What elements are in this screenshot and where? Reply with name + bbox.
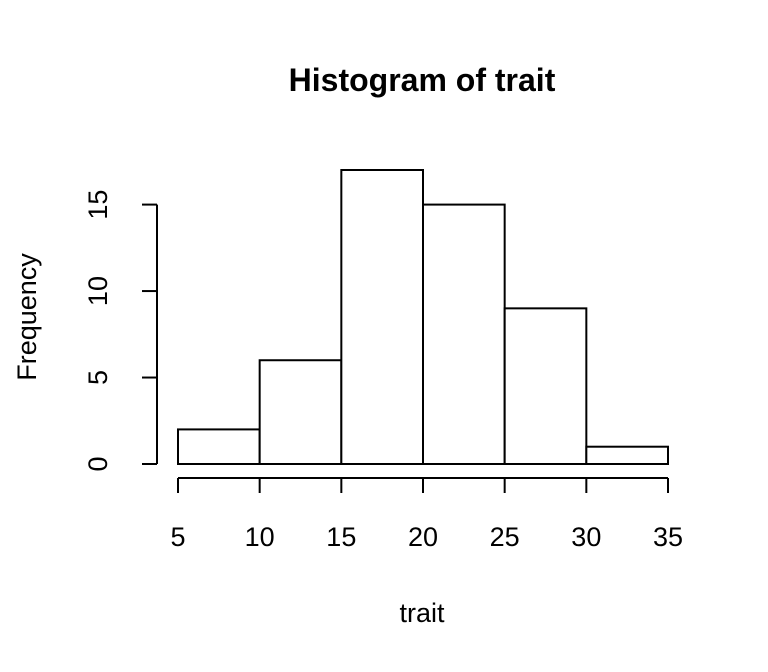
y-tick-label-15: 15: [83, 190, 113, 220]
x-tick-label-25: 25: [490, 522, 520, 552]
x-tick-label-10: 10: [245, 522, 275, 552]
histogram-bar-25-30: [503, 307, 588, 465]
x-axis-label: trait: [399, 598, 445, 628]
y-tick-label-10: 10: [83, 276, 113, 306]
y-tick-label-0: 0: [83, 456, 113, 471]
x-axis: 5 10 15 20 25 30 35: [170, 477, 683, 552]
x-tick-label-30: 30: [571, 522, 601, 552]
histogram-bar-10-15: [258, 359, 343, 465]
histogram-bar-15-20: [340, 169, 425, 465]
x-tick-label-5: 5: [170, 522, 185, 552]
y-tick-label-5: 5: [83, 370, 113, 385]
chart-title: Histogram of trait: [289, 62, 556, 98]
bars-group: [177, 169, 669, 466]
y-axis-label: Frequency: [12, 253, 42, 381]
x-tick-label-15: 15: [326, 522, 356, 552]
x-tick-label-20: 20: [408, 522, 438, 552]
histogram-bar-20-25: [422, 203, 506, 466]
x-tick-label-35: 35: [653, 522, 683, 552]
histogram-bar-5-10: [177, 428, 261, 466]
histogram-bar-30-35: [585, 445, 669, 465]
y-axis: 0 5 10 15: [83, 190, 158, 472]
